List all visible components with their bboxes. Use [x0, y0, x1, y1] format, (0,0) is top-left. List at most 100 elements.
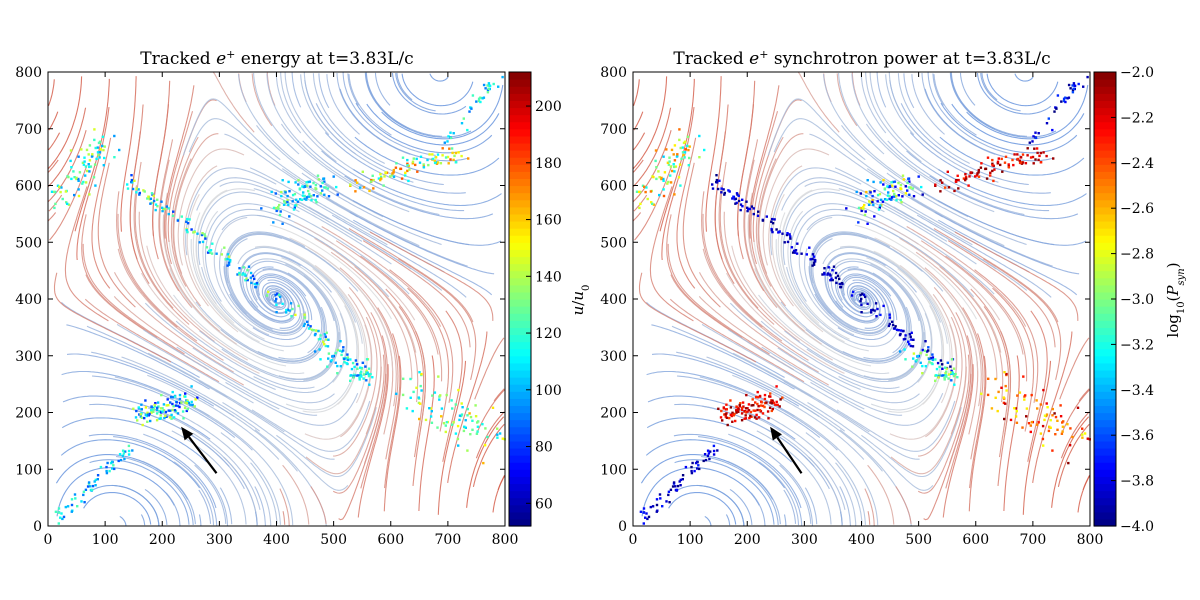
streamline — [466, 416, 505, 508]
particle-point — [749, 414, 752, 418]
particle-point — [1054, 433, 1057, 436]
particle-point — [445, 393, 448, 397]
streamline — [348, 228, 474, 323]
x-axis: 0 100 200 300 400 500 600 700 800 — [44, 72, 518, 548]
particle-point — [673, 144, 677, 147]
particle-point — [679, 478, 682, 482]
streamline — [91, 137, 112, 289]
particle-point — [670, 148, 674, 152]
particle-point — [679, 146, 682, 150]
colorbar-segment — [509, 412, 531, 421]
particle-point — [350, 367, 354, 371]
particle-point — [683, 151, 687, 154]
particle-point — [908, 180, 911, 183]
colorbar-segment — [509, 440, 531, 449]
particle-point — [475, 100, 478, 103]
particle-point — [1066, 423, 1069, 426]
particle-point — [201, 232, 204, 235]
particle-point — [1045, 154, 1048, 158]
particle-point — [173, 409, 177, 412]
particle-point — [309, 325, 312, 328]
panel-energy: Tracked e+ energy at t=3.83L/c 0 100 200 30… — [15, 48, 591, 549]
particle-point — [863, 213, 867, 217]
particle-point — [888, 316, 892, 319]
colorbar-segment — [509, 164, 531, 172]
particle-point — [301, 185, 304, 188]
colorbar-segment — [509, 256, 531, 265]
colorbar-segment — [1094, 142, 1116, 151]
particle-point — [946, 361, 949, 364]
particle-point — [893, 180, 897, 183]
particle-point — [379, 173, 382, 176]
particle-point — [412, 157, 415, 160]
streamline — [251, 73, 273, 127]
particle-point — [313, 350, 317, 353]
particle-point — [275, 209, 278, 213]
particle-point — [196, 232, 199, 235]
colorbar-segment — [1094, 511, 1116, 520]
colorbar-segment — [1094, 228, 1116, 236]
particle-point — [811, 257, 814, 261]
streamline — [369, 231, 494, 321]
particle-point — [739, 203, 743, 206]
streamline — [895, 486, 912, 524]
colorbar-segment — [1094, 121, 1116, 130]
streamline — [315, 103, 444, 186]
particle-point — [759, 404, 763, 407]
streamline — [756, 430, 832, 525]
particle-point — [990, 407, 994, 410]
particle-point — [336, 348, 339, 352]
streamline — [133, 185, 190, 325]
streamline — [357, 364, 389, 518]
colorbar-segment — [509, 277, 531, 286]
particle-point — [406, 162, 409, 165]
colorbar-tick-label: 140 — [535, 269, 562, 285]
particle-point — [460, 122, 464, 125]
particle-point — [147, 413, 150, 416]
particle-point — [53, 206, 56, 210]
particle-point — [312, 181, 315, 185]
particle-point — [1083, 432, 1087, 435]
particle-point — [162, 403, 166, 406]
particle-point — [166, 398, 169, 401]
particle-point — [1009, 418, 1013, 422]
particle-point — [437, 375, 440, 378]
streamline — [190, 239, 284, 352]
particle-point — [737, 199, 741, 203]
particle-point — [1051, 414, 1054, 417]
streamline — [911, 74, 945, 135]
particle-point — [952, 373, 956, 376]
streamline — [777, 347, 920, 404]
particle-point — [198, 241, 201, 244]
particle-point — [674, 165, 678, 168]
particle-point — [647, 515, 651, 519]
particle-point — [92, 176, 96, 179]
particle-point — [439, 162, 443, 165]
particle-point — [146, 420, 149, 423]
particle-point — [352, 376, 355, 379]
particle-point — [161, 407, 164, 410]
particle-point — [650, 201, 653, 204]
particle-point — [96, 474, 100, 477]
particle-point — [1062, 97, 1066, 100]
particle-point — [331, 354, 334, 358]
particle-point — [154, 402, 157, 405]
particle-point — [122, 452, 126, 455]
particle-point — [174, 404, 178, 407]
particle-point — [1019, 156, 1023, 159]
particle-point — [785, 233, 789, 237]
particle-point — [163, 207, 167, 211]
colorbar-segment — [509, 306, 531, 314]
particle-point — [1022, 375, 1025, 378]
particle-point — [681, 146, 684, 149]
colorbar-segment — [1094, 171, 1116, 179]
particle-point — [288, 215, 291, 218]
particle-point — [484, 87, 487, 90]
particle-point — [924, 340, 927, 343]
particle-point — [281, 222, 284, 225]
particle-point — [864, 295, 867, 298]
particle-point — [1035, 399, 1038, 402]
streamline — [847, 268, 909, 360]
particle-point — [415, 157, 418, 161]
particle-point — [244, 279, 247, 282]
